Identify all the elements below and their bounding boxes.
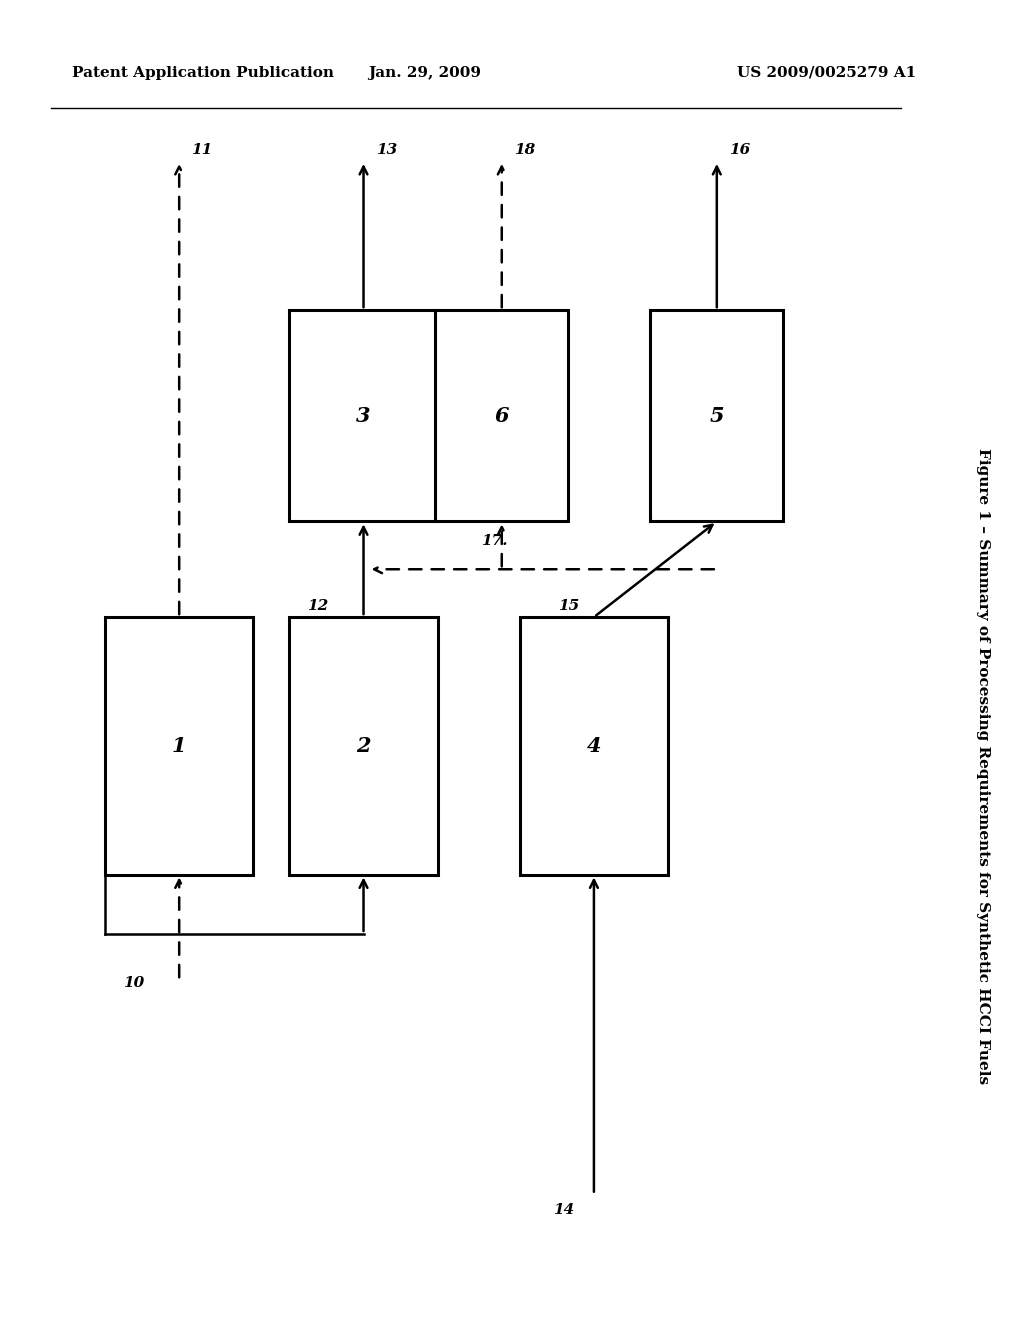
Text: 11: 11 xyxy=(191,144,213,157)
Text: US 2009/0025279 A1: US 2009/0025279 A1 xyxy=(737,66,916,79)
Text: 10: 10 xyxy=(123,975,144,990)
Bar xyxy=(435,310,568,521)
Bar xyxy=(519,618,668,874)
Bar xyxy=(650,310,783,521)
Bar xyxy=(289,310,438,521)
Text: 6: 6 xyxy=(495,405,509,426)
Text: Figure 1 – Summary of Processing Requirements for Synthetic HCCI Fuels: Figure 1 – Summary of Processing Require… xyxy=(976,447,990,1084)
Text: 13: 13 xyxy=(376,144,397,157)
Text: 17.: 17. xyxy=(481,535,508,549)
Text: 14: 14 xyxy=(553,1204,574,1217)
Text: 3: 3 xyxy=(356,405,371,426)
Bar xyxy=(289,618,438,874)
Bar xyxy=(104,618,254,874)
Text: 1: 1 xyxy=(172,735,186,756)
Text: 16: 16 xyxy=(729,144,751,157)
Text: 15: 15 xyxy=(558,599,580,614)
Text: 4: 4 xyxy=(587,735,601,756)
Text: 12: 12 xyxy=(307,599,329,614)
Text: 2: 2 xyxy=(356,735,371,756)
Text: 5: 5 xyxy=(710,405,724,426)
Text: Patent Application Publication: Patent Application Publication xyxy=(72,66,334,79)
Text: Jan. 29, 2009: Jan. 29, 2009 xyxy=(369,66,481,79)
Text: 18: 18 xyxy=(514,144,536,157)
